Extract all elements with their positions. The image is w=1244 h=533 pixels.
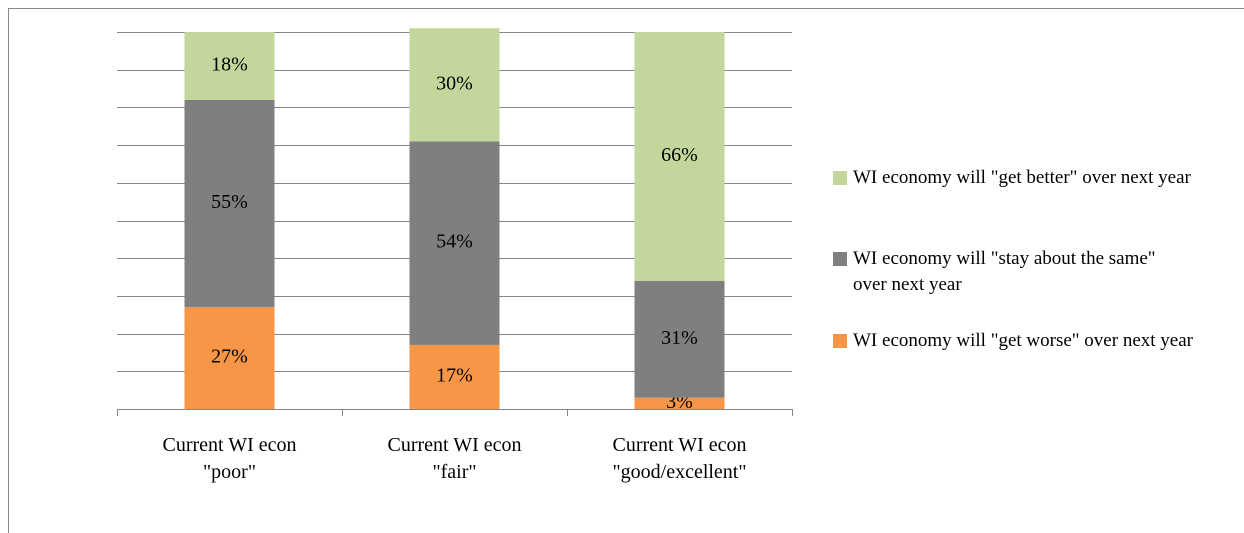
data-label: 54% xyxy=(436,231,473,253)
data-label: 30% xyxy=(436,72,473,94)
legend-entry: WI economy will "stay about the same" ov… xyxy=(833,246,1193,298)
legend-entry: WI economy will "get worse" over next ye… xyxy=(833,328,1193,354)
data-label: 66% xyxy=(661,144,698,166)
x-tick-label: Current WI econ "poor" xyxy=(162,434,297,483)
legend-entry: WI economy will "get better" over next y… xyxy=(833,165,1193,191)
bar-segment xyxy=(184,307,275,409)
data-label: 31% xyxy=(661,327,698,349)
legend-swatch xyxy=(833,334,847,348)
legend-swatch xyxy=(833,252,847,266)
data-label: 17% xyxy=(436,365,473,387)
data-label: 27% xyxy=(211,346,248,368)
x-tick-label: Current WI econ "fair" xyxy=(387,434,522,483)
bar-segment xyxy=(409,344,500,409)
bar-segment xyxy=(634,32,725,281)
bar-segment xyxy=(184,99,275,308)
bar-segment xyxy=(184,32,275,100)
bar-segment xyxy=(409,28,500,142)
legend-label: WI economy will "get better" over next y… xyxy=(853,167,1191,188)
data-label: 55% xyxy=(211,191,248,213)
x-tick-label: Current WI econ "good/excellent" xyxy=(612,434,747,483)
bar-segment xyxy=(634,280,725,398)
legend-label: WI economy will "stay about the same" ov… xyxy=(853,248,1156,295)
legend-swatch xyxy=(833,171,847,185)
legend-label: WI economy will "get worse" over next ye… xyxy=(853,330,1193,351)
data-label: 18% xyxy=(211,54,248,76)
bar-segment xyxy=(634,397,725,409)
bar-segment xyxy=(409,141,500,345)
